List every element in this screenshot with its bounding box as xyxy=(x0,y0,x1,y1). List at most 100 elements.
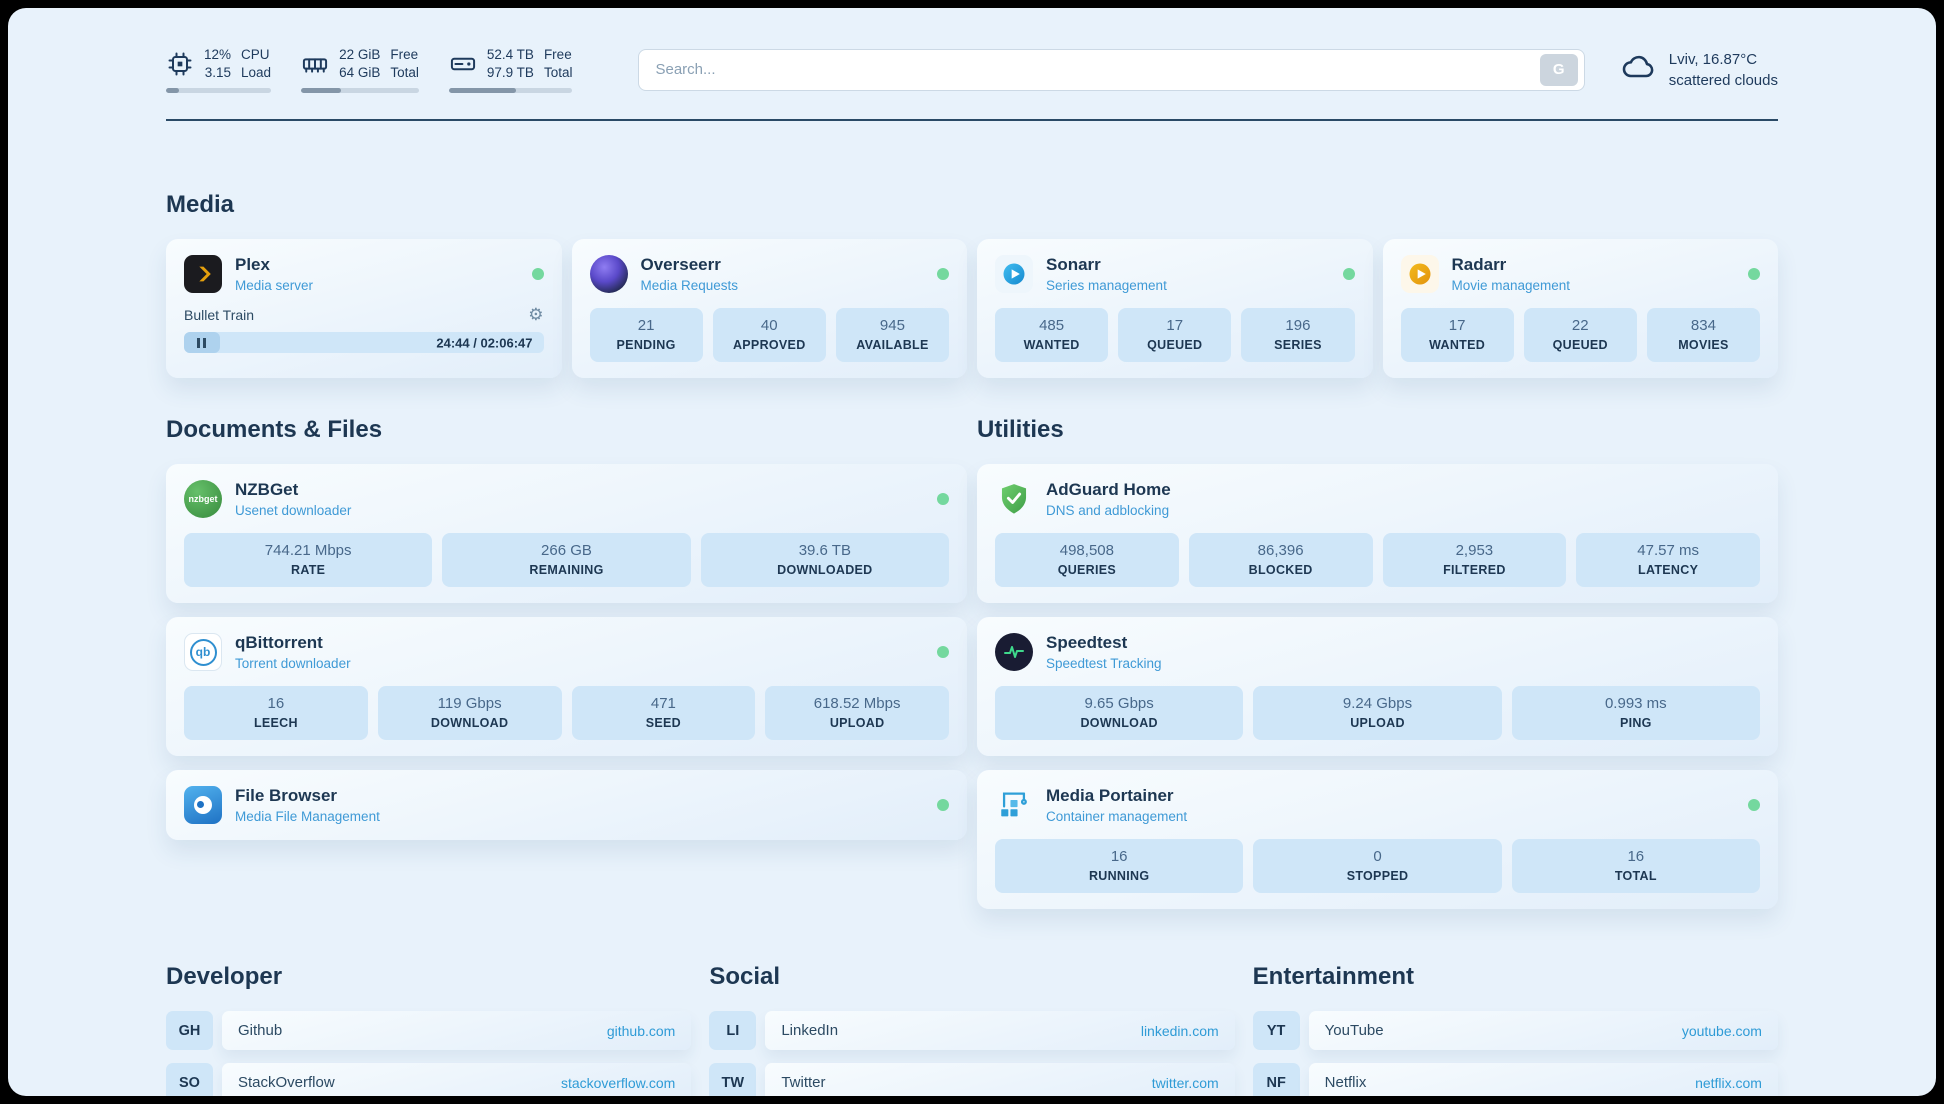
stat-label: UPLOAD xyxy=(829,716,885,731)
stat-value: 9.24 Gbps xyxy=(1342,695,1413,713)
cpu-percent: 12% xyxy=(204,47,232,62)
section-entertainment: Entertainment YT YouTube youtube.com NF … xyxy=(1252,963,1778,1096)
utilities-heading: Utilities xyxy=(977,416,1064,444)
app-card-radarr[interactable]: Radarr Movie management 17 WANTED 22 QUE… xyxy=(1382,239,1778,379)
ram-monitor: 22 GiB 64 GiB Free Total xyxy=(301,46,419,94)
section-media: Media Plex Media server xyxy=(166,191,1778,379)
qb-glyph: qb xyxy=(189,638,217,666)
stat-value: 945 xyxy=(879,317,905,335)
bookmark-linkedin[interactable]: LI LinkedIn linkedin.com xyxy=(709,1011,1235,1051)
portainer-icon xyxy=(995,786,1033,824)
bookmark-netflix[interactable]: NF Netflix netflix.com xyxy=(1252,1063,1778,1096)
cloud-icon xyxy=(1621,49,1657,90)
stat-value: 485 xyxy=(1039,317,1065,335)
weather-location: Lviv, 16.87°C xyxy=(1668,50,1758,68)
bookmark-youtube[interactable]: YT YouTube youtube.com xyxy=(1252,1011,1778,1051)
stat-value: 266 GB xyxy=(541,542,592,560)
stat-label: STOPPED xyxy=(1346,869,1409,884)
filebrowser-icon xyxy=(184,786,222,825)
bookmark-name: Github xyxy=(238,1022,283,1040)
bookmark-badge: YT xyxy=(1252,1011,1300,1051)
stat-label: LEECH xyxy=(253,716,298,731)
plex-icon xyxy=(184,255,222,294)
cpu-monitor: 12% 3.15 CPU Load xyxy=(166,46,272,94)
stat-value: 119 Gbps xyxy=(437,695,502,713)
app-subtitle: Series management xyxy=(1046,278,1167,294)
app-subtitle: Container management xyxy=(1046,809,1188,825)
stat-ping: 0.993 ms PING xyxy=(1511,686,1760,741)
ram-icon xyxy=(301,50,329,78)
ram-free-value: 22 GiB xyxy=(339,47,381,62)
app-card-qbittorrent[interactable]: qb qBittorrent Torrent downloader 16 LEE… xyxy=(166,617,967,757)
stat-label: QUERIES xyxy=(1057,563,1117,578)
bookmark-name: StackOverflow xyxy=(238,1074,335,1092)
documents-heading: Documents & Files xyxy=(166,416,383,444)
status-dot xyxy=(1342,268,1355,281)
bookmark-url: youtube.com xyxy=(1681,1022,1762,1039)
app-card-adguard[interactable]: AdGuard Home DNS and adblocking 498,508 … xyxy=(977,464,1778,604)
bookmark-stackoverflow[interactable]: SO StackOverflow stackoverflow.com xyxy=(166,1063,692,1096)
app-card-plex[interactable]: Plex Media server Bullet Train ⚙ 24:44 /… xyxy=(166,239,562,379)
cpu-load-label: Load xyxy=(241,65,272,81)
cpu-load-value: 3.15 xyxy=(204,65,232,81)
search-bar: G xyxy=(638,48,1585,91)
bookmark-github[interactable]: GH Github github.com xyxy=(166,1011,692,1051)
stat-wanted: 17 WANTED xyxy=(1400,308,1514,363)
bookmark-badge: SO xyxy=(166,1063,213,1096)
status-dot xyxy=(937,646,949,659)
app-card-sonarr[interactable]: Sonarr Series management 485 WANTED 17 Q… xyxy=(977,239,1373,379)
pause-button[interactable] xyxy=(184,332,220,354)
stat-label: RUNNING xyxy=(1088,869,1150,884)
stat-label: DOWNLOAD xyxy=(1080,716,1158,731)
stat-download: 9.65 Gbps DOWNLOAD xyxy=(995,686,1244,741)
app-card-filebrowser[interactable]: File Browser Media File Management xyxy=(166,770,967,841)
app-name: File Browser xyxy=(235,786,338,806)
app-card-speedtest[interactable]: Speedtest Speedtest Tracking 9.65 Gbps D… xyxy=(977,617,1778,757)
stat-wanted: 485 WANTED xyxy=(995,308,1109,363)
stat-approved: 40 APPROVED xyxy=(712,308,826,363)
stat-value: 16 xyxy=(1110,848,1128,866)
search-input[interactable] xyxy=(655,61,1540,79)
stat-running: 16 RUNNING xyxy=(995,839,1244,894)
bookmark-twitter[interactable]: TW Twitter twitter.com xyxy=(709,1063,1235,1096)
app-subtitle: Media server xyxy=(235,278,314,294)
stat-label: BLOCKED xyxy=(1248,563,1313,578)
disk-progress-bar xyxy=(448,88,573,94)
stat-label: LATENCY xyxy=(1638,563,1699,578)
gear-icon[interactable]: ⚙ xyxy=(528,305,544,325)
ram-progress-fill xyxy=(301,88,342,94)
app-name: qBittorrent xyxy=(235,633,323,653)
stat-value: 40 xyxy=(760,317,778,335)
stat-value: 744.21 Mbps xyxy=(264,542,352,560)
stat-queued: 22 QUEUED xyxy=(1523,308,1637,363)
stat-stopped: 0 STOPPED xyxy=(1253,839,1502,894)
cpu-label: CPU xyxy=(241,47,270,62)
stat-value: 16 xyxy=(267,695,285,713)
app-subtitle: Usenet downloader xyxy=(235,503,352,519)
disk-monitor: 52.4 TB 97.9 TB Free Total xyxy=(448,46,573,94)
media-heading: Media xyxy=(166,191,235,219)
bookmark-url: twitter.com xyxy=(1151,1074,1219,1091)
stat-value: 21 xyxy=(637,317,655,335)
search-engine-button[interactable]: G xyxy=(1539,53,1578,86)
app-name: Overseerr xyxy=(640,255,721,275)
sonarr-icon xyxy=(995,255,1033,294)
stat-label: PING xyxy=(1619,716,1652,731)
app-card-nzbget[interactable]: nzbget NZBGet Usenet downloader 744.21 M… xyxy=(166,464,967,604)
stat-queued: 17 QUEUED xyxy=(1118,308,1232,363)
stat-value: 16 xyxy=(1627,848,1645,866)
bookmark-name: LinkedIn xyxy=(781,1022,839,1040)
stat-upload: 9.24 Gbps UPLOAD xyxy=(1253,686,1502,741)
stat-label: AVAILABLE xyxy=(856,338,929,353)
app-name: Speedtest xyxy=(1046,633,1128,653)
app-subtitle: Media Requests xyxy=(640,278,739,294)
ram-total-value: 64 GiB xyxy=(339,65,381,81)
social-heading: Social xyxy=(709,963,781,991)
app-card-portainer[interactable]: Media Portainer Container management 16 … xyxy=(977,770,1778,910)
dashboard-screen: 12% 3.15 CPU Load xyxy=(8,8,1936,1096)
nzbget-icon: nzbget xyxy=(184,480,222,519)
stat-value: 17 xyxy=(1448,317,1466,335)
app-subtitle: Media File Management xyxy=(235,809,380,825)
app-card-overseerr[interactable]: Overseerr Media Requests 21 PENDING 40 A… xyxy=(571,239,967,379)
stat-label: WANTED xyxy=(1429,338,1486,353)
